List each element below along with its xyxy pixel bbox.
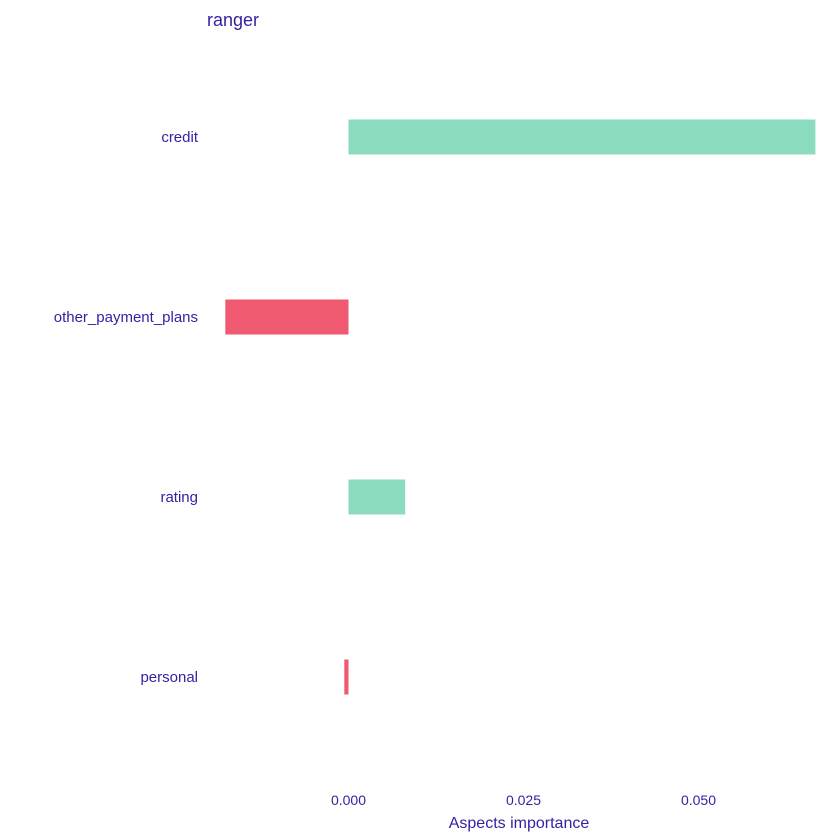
x-axis-label: Aspects importance	[449, 815, 590, 832]
category-label-personal: personal	[140, 669, 198, 686]
category-label-rating: rating	[160, 489, 198, 506]
x-tick-label: 0.050	[681, 792, 716, 808]
category-label-credit: credit	[161, 129, 199, 146]
bars	[225, 119, 816, 695]
bar-rating	[348, 479, 406, 515]
chart-title: ranger	[207, 10, 259, 30]
bar-personal	[344, 659, 349, 695]
x-tick-labels: 0.000 0.025 0.050	[331, 792, 716, 808]
x-tick-label: 0.000	[331, 792, 366, 808]
bar-other_payment_plans	[225, 299, 349, 335]
x-tick-label: 0.025	[506, 792, 541, 808]
bar-credit	[348, 119, 816, 155]
category-label-other_payment_plans: other_payment_plans	[54, 309, 198, 326]
